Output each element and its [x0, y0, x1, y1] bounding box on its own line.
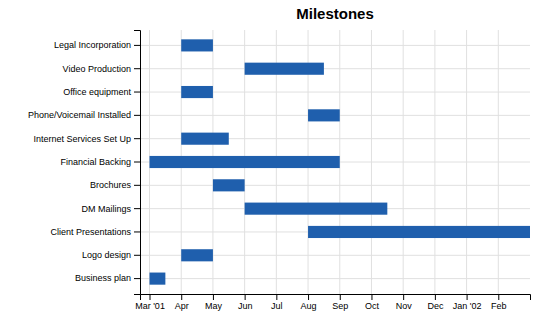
bar	[181, 39, 213, 51]
tick-label: Video Production	[63, 64, 131, 74]
bar	[308, 226, 530, 238]
y-axis: Legal Incorporation Video Production Offic…	[28, 31, 141, 295]
axis-line	[134, 31, 141, 295]
tick-mark	[134, 138, 140, 139]
grid-line	[140, 278, 530, 279]
bar	[181, 133, 229, 145]
tick: Office equipment	[63, 87, 140, 97]
bars	[150, 39, 530, 284]
tick: Nov	[396, 294, 413, 311]
tick: Video Production	[63, 64, 140, 74]
grid	[140, 30, 530, 294]
bar	[181, 86, 213, 98]
tick: Jan '02	[453, 294, 482, 311]
tick-mark	[134, 45, 140, 46]
tick-label: Aug	[301, 301, 317, 311]
tick: Legal Incorporation	[54, 40, 140, 50]
tick-label: Logo design	[82, 250, 131, 260]
tick-label: Legal Incorporation	[54, 40, 131, 50]
tick: Client Presentations	[50, 227, 140, 237]
tick: Internet Services Set Up	[33, 134, 140, 144]
tick: Sep	[332, 294, 348, 311]
tick: Jun	[238, 294, 253, 311]
tick-label: Apr	[175, 301, 189, 311]
tick: Jul	[271, 294, 283, 311]
tick-mark	[213, 294, 214, 300]
tick-mark	[134, 231, 140, 232]
tick-mark	[134, 92, 140, 93]
tick-label: Phone/Voicemail Installed	[28, 110, 131, 120]
tick-label: Nov	[396, 301, 413, 311]
tick-mark	[276, 294, 277, 300]
tick: Dec	[427, 294, 444, 311]
bar	[308, 109, 340, 121]
tick-mark	[403, 294, 404, 300]
tick-label: May	[205, 301, 223, 311]
grid-line	[140, 185, 530, 186]
tick: Apr	[175, 294, 189, 311]
grid-line	[140, 68, 530, 69]
tick-label: Financial Backing	[60, 157, 131, 167]
tick: Aug	[301, 294, 317, 311]
tick: Phone/Voicemail Installed	[28, 110, 140, 120]
chart: Milestones Mar '01 Apr May Jun Jul Aug Sep Oct No…	[0, 0, 550, 318]
tick-mark	[467, 294, 468, 300]
axis-line	[141, 295, 531, 301]
bar	[245, 203, 388, 215]
tick-label: Brochures	[90, 180, 132, 190]
tick: May	[205, 294, 223, 311]
tick: Mar '01	[135, 294, 165, 311]
tick-mark	[134, 162, 140, 163]
tick-label: Dec	[427, 301, 444, 311]
tick-label: DM Mailings	[81, 204, 131, 214]
tick-mark	[308, 294, 309, 300]
tick: Logo design	[82, 250, 140, 260]
tick-label: Oct	[365, 301, 380, 311]
tick-mark	[134, 185, 140, 186]
plot: Mar '01 Apr May Jun Jul Aug Sep Oct Nov Dec Jan '0…	[28, 30, 531, 311]
tick-label: Client Presentations	[50, 227, 131, 237]
tick-mark	[150, 294, 151, 300]
tick: DM Mailings	[81, 204, 140, 214]
bar	[181, 249, 213, 261]
bar	[150, 273, 166, 285]
tick-label: Mar '01	[135, 301, 165, 311]
tick-label: Business plan	[75, 273, 131, 283]
tick-mark	[498, 294, 499, 300]
tick-mark	[340, 294, 341, 300]
tick-mark	[371, 294, 372, 300]
x-axis: Mar '01 Apr May Jun Jul Aug Sep Oct Nov Dec Jan '0…	[135, 294, 530, 311]
tick-mark	[134, 255, 140, 256]
bar	[150, 156, 340, 168]
tick: Feb	[491, 294, 507, 311]
tick: Financial Backing	[60, 157, 140, 167]
tick-mark	[435, 294, 436, 300]
tick-label: Sep	[332, 301, 348, 311]
tick: Business plan	[75, 273, 140, 283]
bar	[213, 179, 245, 191]
tick: Oct	[365, 294, 380, 311]
tick: Brochures	[90, 180, 140, 190]
tick-mark	[134, 208, 140, 209]
tick-mark	[134, 115, 140, 116]
tick-mark	[134, 68, 140, 69]
tick-mark	[245, 294, 246, 300]
title: Milestones	[296, 5, 374, 22]
tick-label: Jun	[238, 301, 253, 311]
tick-label: Jan '02	[453, 301, 482, 311]
tick-label: Office equipment	[63, 87, 131, 97]
tick-mark	[181, 294, 182, 300]
bar	[245, 63, 324, 75]
tick-label: Internet Services Set Up	[33, 134, 131, 144]
tick-mark	[134, 278, 140, 279]
tick-label: Feb	[491, 301, 507, 311]
tick-label: Jul	[271, 301, 283, 311]
